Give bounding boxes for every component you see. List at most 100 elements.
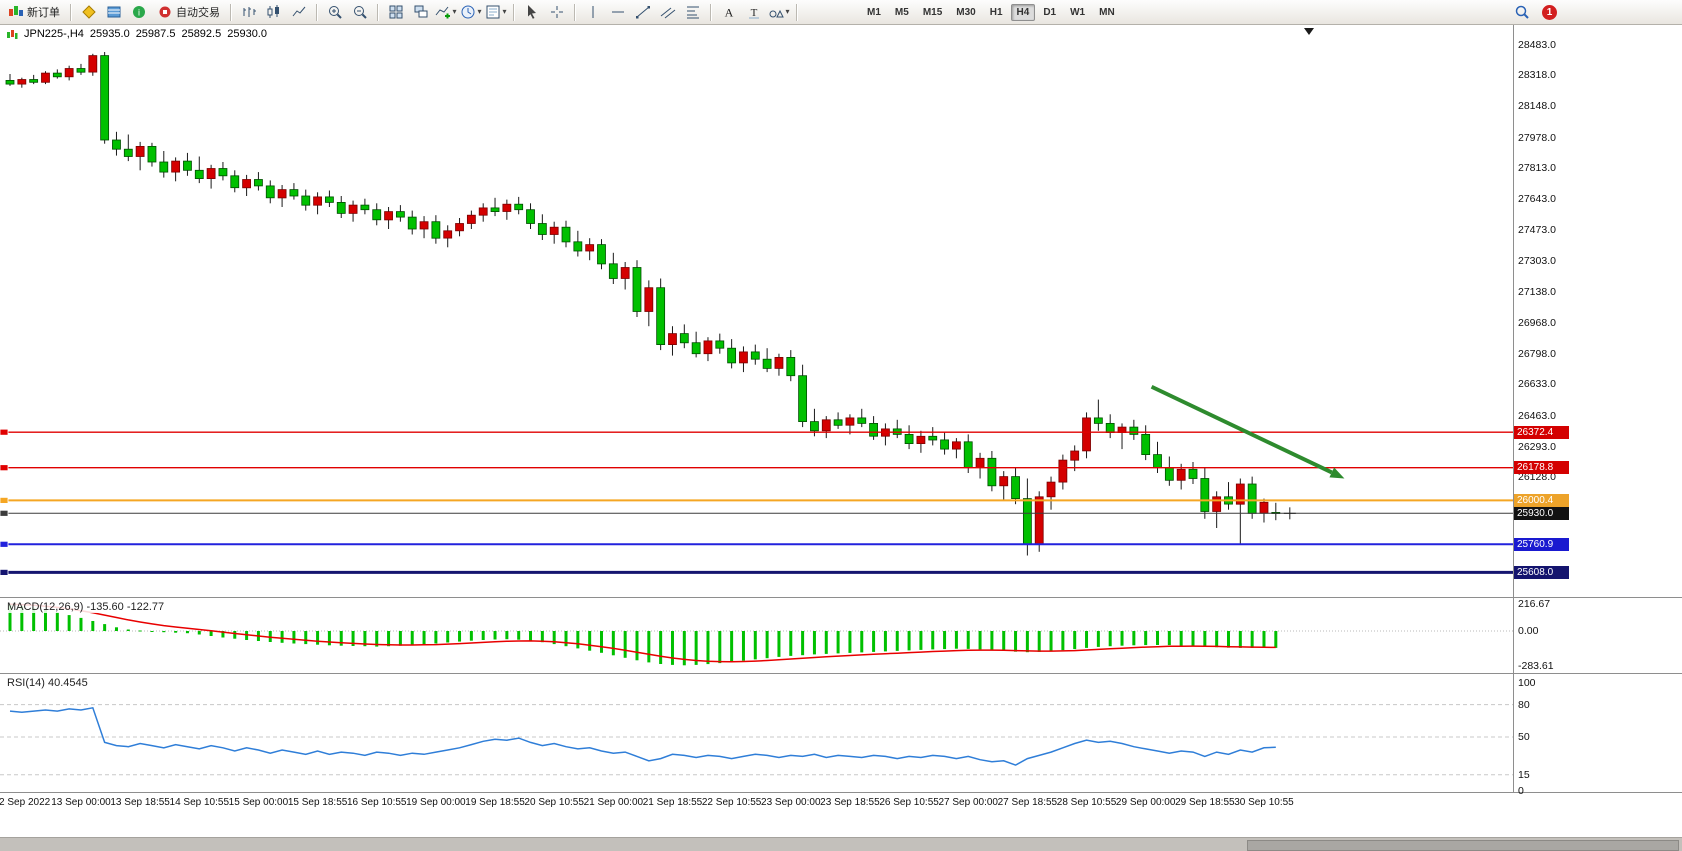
text-button[interactable]: A: [717, 1, 741, 23]
zoom-out-icon: [354, 6, 367, 19]
trend-arrow-annotation: [1150, 384, 1345, 479]
ohlc-low: 25892.5: [181, 28, 222, 40]
ohlc-open: 25935.0: [89, 28, 130, 40]
new-order-label: 新订单: [27, 7, 60, 19]
auto-arrange-button[interactable]: [409, 1, 433, 23]
rsi-line: [9, 706, 1276, 766]
text-label-button[interactable]: T: [742, 1, 766, 23]
shapes-icon: [769, 9, 785, 18]
rsi-caption: RSI(14) 40.4545: [4, 677, 91, 689]
periods-button[interactable]: ▾: [459, 1, 483, 23]
timeframe-button-m15[interactable]: M15: [922, 6, 943, 18]
new-order-button[interactable]: 新订单: [3, 1, 65, 23]
svg-text:T: T: [751, 7, 758, 19]
notification-badge[interactable]: 1: [1542, 4, 1557, 20]
toolbar-separator: [70, 3, 72, 21]
timeframe-button-w1[interactable]: W1: [1070, 6, 1086, 18]
horizontal-scrollbar[interactable]: [0, 837, 1682, 851]
indicators-button[interactable]: ▾: [434, 1, 458, 23]
bar-chart-button[interactable]: [237, 1, 261, 23]
ohlc-high: 25987.5: [135, 28, 176, 40]
toolbar-separator: [230, 3, 232, 21]
new-order-icon: [9, 6, 23, 16]
candlestick-chart-icon: [267, 5, 279, 18]
text-icon: A: [725, 6, 734, 20]
tile-windows-button[interactable]: [384, 1, 408, 23]
horizontal-price-lines: [0, 428, 1513, 576]
shapes-button[interactable]: ▾: [767, 1, 791, 23]
symbol-chart-icon: [7, 30, 18, 39]
toolbar-right-cluster: 1: [1510, 1, 1557, 23]
vertical-line-button[interactable]: [581, 1, 605, 23]
metaeditor-icon: [82, 5, 96, 19]
chart-shift-marker[interactable]: [1304, 28, 1314, 35]
toolbar-separator: [377, 3, 379, 21]
trendline-button[interactable]: [631, 1, 655, 23]
svg-text:A: A: [725, 6, 734, 20]
svg-text:i: i: [138, 8, 140, 18]
main-toolbar: 新订单 i 自动交易: [0, 0, 1682, 25]
search-button[interactable]: [1510, 1, 1534, 23]
community-button[interactable]: i: [127, 1, 151, 23]
indicators-icon: [436, 6, 451, 19]
timeframe-button-h4[interactable]: H4: [1010, 3, 1036, 21]
candlestick-series: [5, 52, 1281, 556]
timeframe-button-m30[interactable]: M30: [956, 6, 976, 18]
auto-arrange-icon: [414, 5, 428, 18]
timeframe-button-m1[interactable]: M1: [867, 6, 881, 18]
ohlc-close: 25930.0: [227, 28, 267, 40]
vertical-line-icon: [592, 6, 594, 18]
fibonacci-button[interactable]: [681, 1, 705, 23]
crosshair-icon: [551, 6, 563, 18]
zoom-out-button[interactable]: [348, 1, 372, 23]
chevron-down-icon: ▾: [452, 7, 457, 16]
templates-button[interactable]: ▾: [484, 1, 508, 23]
macd-caption: MACD(12,26,9) -135.60 -122.77: [4, 601, 168, 613]
horizontal-line-button[interactable]: [606, 1, 630, 23]
channel-icon: [660, 7, 676, 19]
line-chart-button[interactable]: [287, 1, 311, 23]
zoom-in-button[interactable]: [323, 1, 347, 23]
community-icon: i: [133, 6, 145, 18]
auto-trading-label: 自动交易: [176, 7, 220, 19]
timeframe-button-m5[interactable]: M5: [894, 6, 909, 18]
bar-chart-icon: [243, 7, 256, 17]
symbol-title: JPN225-,H4: [24, 28, 84, 40]
chevron-down-icon: ▾: [477, 7, 482, 16]
tile-windows-icon: [389, 5, 403, 19]
macd-signal-line: [9, 603, 1276, 663]
horizontal-line-icon: [612, 11, 624, 13]
auto-trading-icon: [159, 6, 171, 18]
crosshair-button[interactable]: [545, 1, 569, 23]
trendline-icon: [636, 6, 650, 19]
toolbar-separator: [796, 3, 798, 21]
timeframe-button-mn[interactable]: MN: [1099, 6, 1115, 18]
macd-histogram: [8, 604, 1278, 666]
timeframe-toolbar: M1 M5 M15 M30 H1 H4 D1 W1 MN: [861, 3, 1121, 21]
scrollbar-thumb[interactable]: [1247, 840, 1679, 851]
ohlc-header: JPN225-,H4 25935.0 25987.5 25892.5 25930…: [6, 28, 267, 40]
market-watch-button[interactable]: [102, 1, 126, 23]
crosshair-marker: [1283, 507, 1296, 520]
fibonacci-icon: [687, 6, 699, 19]
toolbar-separator: [316, 3, 318, 21]
line-chart-icon: [292, 6, 306, 17]
auto-trading-button[interactable]: 自动交易: [152, 1, 225, 23]
text-label-icon: T: [749, 7, 759, 19]
search-icon: [1515, 5, 1529, 19]
channel-button[interactable]: [656, 1, 680, 23]
market-watch-icon: [107, 6, 121, 18]
timeframe-button-d1[interactable]: D1: [1043, 6, 1057, 18]
clock-icon: [461, 5, 475, 19]
timeframe-button-h1[interactable]: H1: [989, 6, 1003, 18]
template-icon: [486, 5, 500, 19]
chevron-down-icon: ▾: [502, 7, 507, 16]
toolbar-separator: [513, 3, 515, 21]
metaeditor-button[interactable]: [77, 1, 101, 23]
candlestick-chart-button[interactable]: [262, 1, 286, 23]
zoom-in-icon: [329, 6, 342, 19]
chevron-down-icon: ▾: [785, 7, 790, 16]
cursor-button[interactable]: [520, 1, 544, 23]
